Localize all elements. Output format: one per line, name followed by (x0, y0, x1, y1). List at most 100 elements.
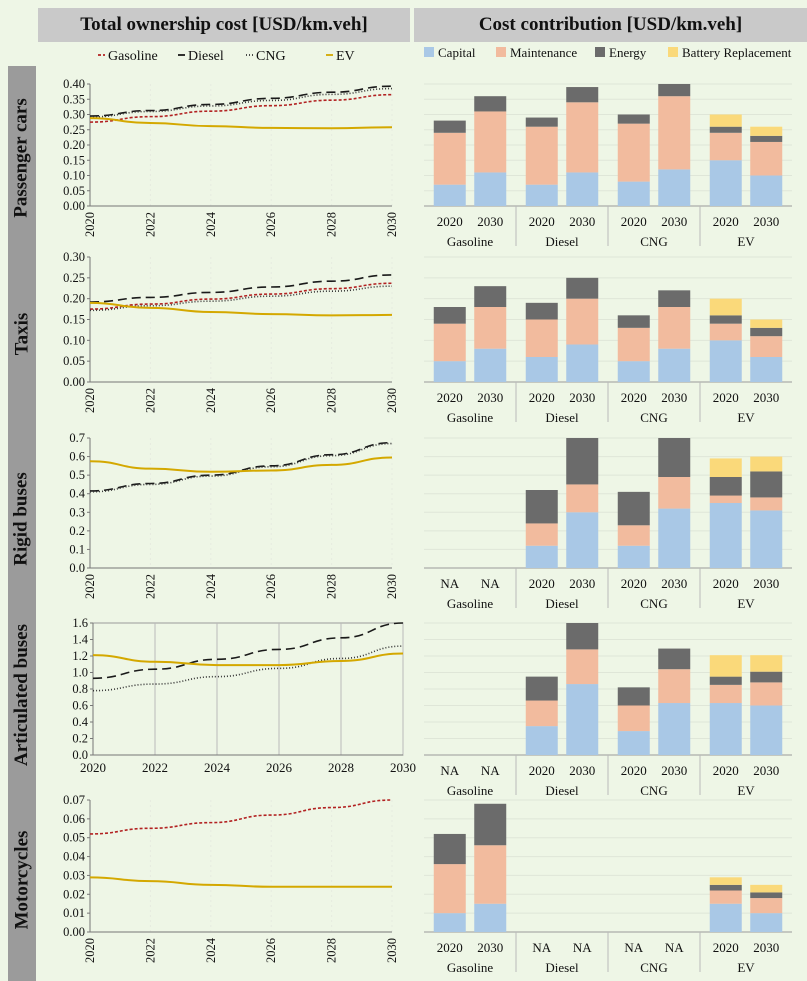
y-tick-label: 0.40 (63, 77, 85, 91)
bar-segment-maintenance (617, 327, 650, 362)
bar-year-label: 2020 (713, 763, 739, 778)
bar-segment-energy (709, 126, 742, 133)
x-tick-label: 2022 (143, 212, 157, 237)
x-tick-label: 2022 (142, 760, 168, 775)
bar-segment-capital (525, 545, 558, 568)
bar-group-label: EV (737, 596, 755, 611)
x-tick-label: 2022 (143, 388, 157, 413)
bar-segment-capital (709, 903, 742, 932)
bar-segment-capital (566, 172, 599, 206)
bar-year-label: 2020 (437, 940, 463, 955)
legend-label: Battery Replacement (682, 45, 792, 60)
bar-segment-capital (617, 361, 650, 382)
y-tick-label: 0.10 (63, 169, 85, 183)
series-line-ev (92, 652, 404, 667)
x-tick-label: 2022 (143, 574, 157, 599)
y-tick-label: 0.02 (63, 887, 85, 901)
bar-group-label: Diesel (545, 960, 579, 975)
bar-segment-maintenance (433, 864, 466, 914)
bar-year-label: 2020 (713, 576, 739, 591)
bar-segment-energy (617, 687, 650, 706)
y-tick-label: 0.15 (63, 153, 85, 167)
y-tick-label: 0.2 (72, 732, 88, 746)
x-tick-label: 2030 (385, 388, 399, 413)
bar-segment-capital (566, 684, 599, 755)
bar-segment-energy (658, 438, 691, 477)
na-label: NA (624, 940, 643, 955)
bar-segment-energy (525, 302, 558, 320)
bar-year-label: 2030 (753, 390, 779, 405)
bar-group-label: CNG (640, 234, 667, 249)
bar-year-label: 2030 (477, 940, 503, 955)
x-tick-label: 2024 (204, 760, 231, 775)
bar-segment-energy (709, 884, 742, 891)
x-tick-label: 2028 (328, 760, 354, 775)
bar-segment-energy (474, 286, 507, 307)
bar-group-label: EV (737, 783, 755, 798)
line-legend-item-cng: CNG (246, 49, 286, 64)
bar-segment-maintenance (525, 319, 558, 357)
bar-segment-maintenance (750, 497, 783, 511)
bar-segment-capital (474, 903, 507, 932)
y-tick-label: 0.05 (63, 831, 85, 845)
left-column-header: Total ownership cost [USD/km.veh] (38, 8, 410, 42)
line-chart: 0.00 0.05 0.10 0.15 0.20 0.25 0.30 2020 2022 2024… (63, 250, 399, 413)
series-line-diesel (92, 622, 404, 680)
bar-segment-maintenance (750, 898, 783, 914)
bar-group-label: Diesel (545, 783, 579, 798)
bar-segment-maintenance (474, 307, 507, 349)
bar-year-label: 2020 (713, 390, 739, 405)
bar-segment-energy (709, 477, 742, 496)
y-tick-label: 0.2 (69, 524, 85, 538)
bar-year-label: 2020 (437, 390, 463, 405)
bar-year-label: 2030 (477, 390, 503, 405)
bar-segment-maintenance (617, 123, 650, 182)
y-tick-label: 0.4 (72, 715, 88, 729)
y-tick-label: 0.00 (63, 199, 85, 213)
bar-chart: 2020 2030 Gasoline 2020 2030 Diesel 2020 2030 CN… (424, 83, 792, 249)
y-tick-label: 0.0 (69, 561, 85, 575)
line-legend-item-ev: EV (326, 49, 355, 64)
bar-segment-capital (709, 703, 742, 755)
bar-year-label: 2020 (713, 214, 739, 229)
bar-year-label: 2030 (569, 763, 595, 778)
x-tick-label: 2030 (385, 574, 399, 599)
x-tick-label: 2020 (83, 938, 97, 963)
x-tick-label: 2020 (80, 760, 106, 775)
bar-segment-capital (433, 184, 466, 206)
bar-segment-maintenance (617, 525, 650, 546)
bar-segment-capital (474, 348, 507, 382)
y-tick-label: 0.01 (63, 906, 85, 920)
bar-year-label: 2020 (529, 390, 555, 405)
bar-segment-capital (525, 357, 558, 382)
series-line-diesel (89, 441, 393, 492)
bar-group-label: CNG (640, 596, 667, 611)
bar-segment-maintenance (617, 705, 650, 732)
bar-segment-capital (750, 913, 783, 932)
bar-legend-item-battery: Battery Replacement (668, 45, 792, 60)
bar-segment-capital (617, 545, 650, 568)
x-tick-label: 2028 (325, 388, 339, 413)
series-line-cng (89, 87, 393, 118)
bar-year-label: 2020 (437, 214, 463, 229)
y-tick-label: 0.05 (63, 184, 85, 198)
y-tick-label: 0.03 (63, 868, 85, 882)
y-tick-label: 1.4 (72, 633, 88, 647)
x-tick-label: 2022 (143, 938, 157, 963)
bar-segment-energy (566, 623, 599, 650)
x-tick-label: 2030 (390, 760, 416, 775)
y-tick-label: 0.5 (69, 468, 85, 482)
bar-segment-maintenance (709, 495, 742, 503)
x-tick-label: 2020 (83, 212, 97, 237)
bar-segment-capital (709, 340, 742, 382)
bar-year-label: 2030 (753, 576, 779, 591)
bar-segment-capital (525, 184, 558, 206)
bar-chart: NA NA Gasoline 2020 2030 Diesel 2020 2030 CNG 202… (424, 437, 792, 611)
y-tick-label: 0.20 (63, 292, 85, 306)
bar-segment-maintenance (750, 682, 783, 706)
x-tick-label: 2026 (264, 212, 278, 237)
bar-segment-capital (525, 726, 558, 755)
bar-year-label: 2030 (753, 940, 779, 955)
bar-segment-battery (750, 319, 783, 328)
